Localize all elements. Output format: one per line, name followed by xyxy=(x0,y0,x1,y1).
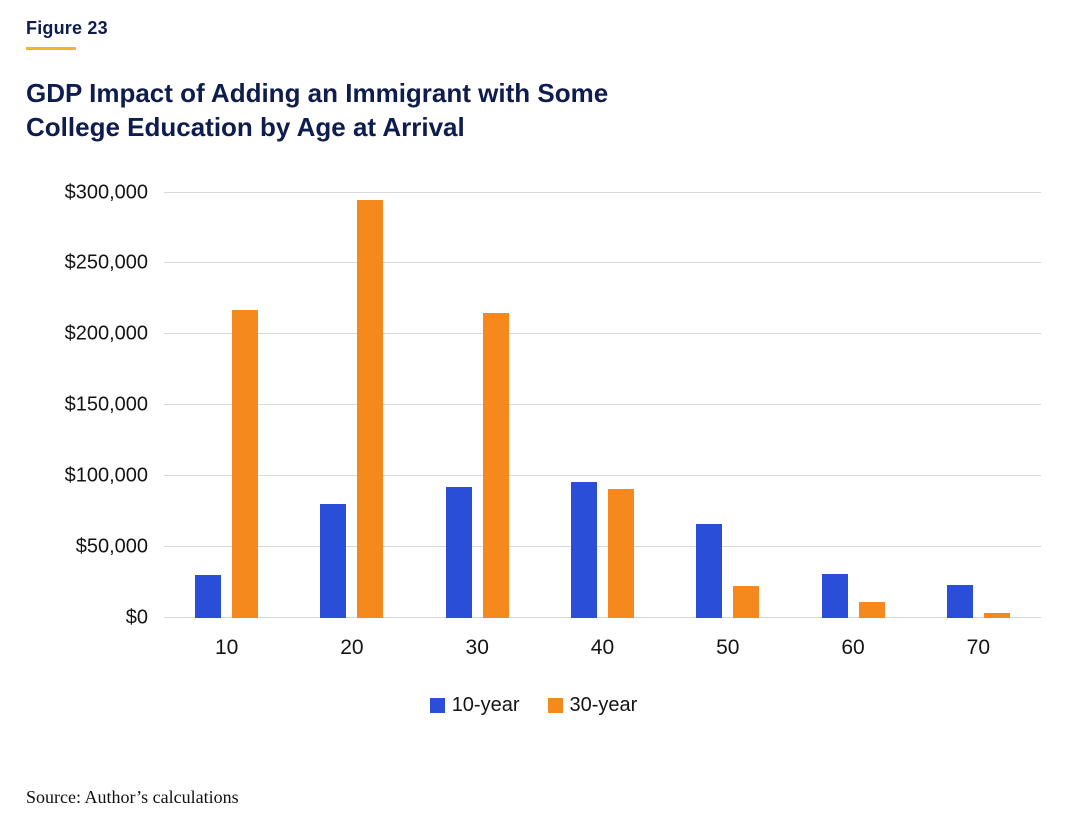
bars-layer xyxy=(164,193,1041,618)
x-tick-label: 10 xyxy=(214,635,239,659)
bar-30-year-age-10 xyxy=(232,310,259,618)
y-tick-label: $50,000 xyxy=(75,535,148,558)
legend: 10-year 30-year xyxy=(26,694,1041,717)
chart-title: GDP Impact of Adding an Immigrant with S… xyxy=(26,78,609,142)
y-axis-labels: $0 $50,000 $100,000 $150,000 $200,000 $250,00… xyxy=(26,181,164,628)
gridline xyxy=(164,474,1041,476)
bar-30-year-age-70 xyxy=(983,613,1010,618)
bar-group-age-70 xyxy=(916,193,1041,618)
gridline xyxy=(164,545,1041,547)
bar-group-age-50 xyxy=(665,193,790,618)
bar-10-year-age-40 xyxy=(570,481,597,618)
bar-groups xyxy=(164,193,1041,618)
bar-group-age-40 xyxy=(540,193,665,618)
bar-10-year-age-30 xyxy=(445,487,472,618)
legend-label: 10-year xyxy=(451,693,520,716)
y-tick-label: $150,000 xyxy=(64,393,148,416)
bar-30-year-age-30 xyxy=(482,313,509,618)
accent-underline xyxy=(26,47,76,50)
gridline xyxy=(164,616,1041,618)
x-tick-label: 70 xyxy=(966,635,990,659)
legend-label: 30-year xyxy=(569,693,638,716)
bar-group-age-60 xyxy=(790,193,915,618)
gridline xyxy=(164,191,1041,193)
bar-10-year-age-60 xyxy=(821,573,848,618)
y-tick-label: $100,000 xyxy=(64,464,148,487)
bar-10-year-age-70 xyxy=(946,585,973,618)
bar-group-age-10 xyxy=(164,193,289,618)
bar-30-year-age-50 xyxy=(733,586,760,618)
bar-group-age-20 xyxy=(289,193,414,618)
legend-item-30-year: 30-year xyxy=(547,693,638,717)
y-tick-label: $0 xyxy=(125,606,148,629)
legend-swatch-icon xyxy=(429,697,445,713)
plot-wrap: 10 20 30 40 50 60 70 xyxy=(164,191,1041,660)
x-tick-label: 40 xyxy=(590,635,615,659)
bar-30-year-age-20 xyxy=(357,199,384,618)
bar-10-year-age-50 xyxy=(696,524,723,618)
gridline xyxy=(164,333,1041,335)
source-note: Source: Author’s calculations xyxy=(26,787,239,807)
gridline xyxy=(164,404,1041,406)
x-tick-label: 30 xyxy=(465,635,489,659)
legend-item-10-year: 10-year xyxy=(429,693,520,717)
legend-swatch-icon xyxy=(547,697,563,713)
x-tick-label: 60 xyxy=(841,635,865,659)
bar-10-year-age-20 xyxy=(320,504,347,618)
x-tick-label: 50 xyxy=(716,635,740,659)
plot-area xyxy=(164,191,1041,618)
bar-chart: $0 $50,000 $100,000 $150,000 $200,000 $250,00… xyxy=(26,181,1041,660)
gridline xyxy=(164,262,1041,264)
bar-30-year-age-40 xyxy=(607,488,634,618)
x-axis-labels: 10 20 30 40 50 60 70 xyxy=(164,636,1041,660)
y-tick-label: $300,000 xyxy=(64,181,148,204)
y-tick-label: $200,000 xyxy=(64,322,148,345)
bar-group-age-30 xyxy=(415,193,540,618)
bar-10-year-age-10 xyxy=(195,575,222,618)
figure-label: Figure 23 xyxy=(26,18,108,38)
y-tick-label: $250,000 xyxy=(64,251,148,274)
x-tick-label: 20 xyxy=(340,635,364,659)
bar-30-year-age-60 xyxy=(858,602,885,618)
